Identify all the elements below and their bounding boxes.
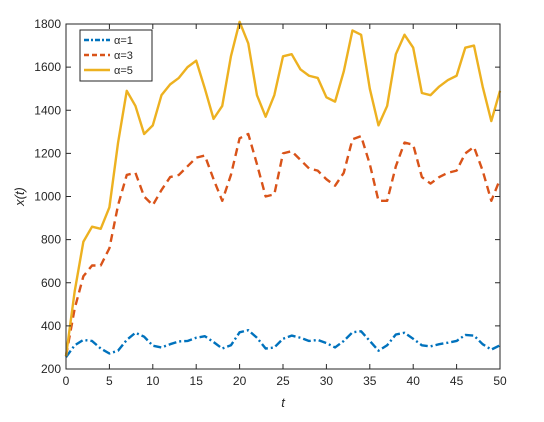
x-axis-ticks: 0 5 10 15 20 25 30 35 40 45 50 <box>63 24 507 388</box>
x-tick-label: 5 <box>106 374 113 388</box>
y-tick-label: 1400 <box>34 103 61 117</box>
series-layer <box>64 20 502 358</box>
x-tick-label: 20 <box>233 374 247 388</box>
x-tick-label: 25 <box>276 374 290 388</box>
y-tick-label: 600 <box>41 276 61 290</box>
y-tick-label: 1800 <box>34 17 61 31</box>
y-tick-label: 800 <box>41 233 61 247</box>
x-tick-label: 10 <box>146 374 160 388</box>
y-axis-ticks: 200 400 600 800 1000 1200 1400 1600 1800 <box>34 17 500 376</box>
legend-label: α=3 <box>114 50 133 62</box>
y-tick-label: 1200 <box>34 146 61 160</box>
x-tick-label: 40 <box>407 374 421 388</box>
x-tick-label: 50 <box>493 374 507 388</box>
y-axis-title: x(t) <box>12 187 27 207</box>
x-tick-label: 45 <box>450 374 464 388</box>
x-tick-label: 15 <box>190 374 204 388</box>
x-tick-label: 30 <box>320 374 334 388</box>
y-tick-label: 1000 <box>34 190 61 204</box>
legend: α=1 α=3 α=5 <box>79 29 153 82</box>
series-line-alpha-3 <box>64 132 502 357</box>
y-tick-label: 200 <box>41 362 61 376</box>
y-tick-label: 400 <box>41 319 61 333</box>
series-line-alpha-1 <box>65 328 501 358</box>
legend-label: α=5 <box>114 65 133 77</box>
legend-label: α=1 <box>114 35 133 47</box>
y-tick-label: 1600 <box>34 60 61 74</box>
x-axis-title: t <box>281 395 286 410</box>
series-line-alpha-5 <box>64 20 502 357</box>
x-tick-label: 35 <box>363 374 377 388</box>
x-tick-label: 0 <box>63 374 70 388</box>
